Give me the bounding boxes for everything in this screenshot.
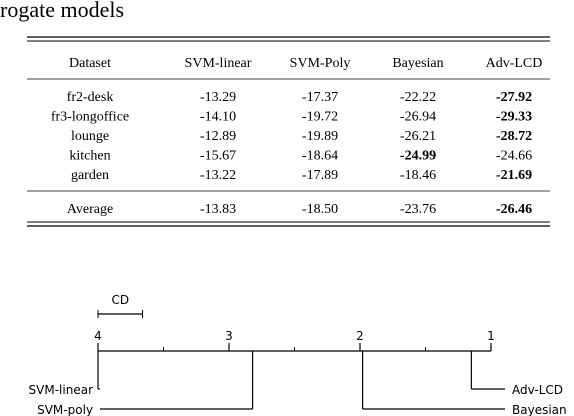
table-cell: -29.33 bbox=[496, 110, 532, 125]
table-cell: -21.69 bbox=[496, 168, 532, 183]
table-cell: -26.94 bbox=[400, 110, 436, 125]
table-cell: -13.83 bbox=[200, 202, 236, 217]
cd-label: CD bbox=[111, 293, 129, 307]
table-cell: lounge bbox=[71, 129, 109, 144]
table-cell: -18.64 bbox=[302, 149, 338, 164]
tick-label: 4 bbox=[94, 329, 102, 343]
table-cell: -17.89 bbox=[302, 168, 338, 183]
table-cell: -19.72 bbox=[302, 110, 338, 125]
method-label: Adv-LCD bbox=[512, 383, 563, 397]
table-cell: -27.92 bbox=[496, 90, 532, 105]
header-cell: Dataset bbox=[69, 56, 111, 71]
table-cell: -26.46 bbox=[496, 202, 532, 217]
tick-label: 2 bbox=[356, 329, 364, 343]
method-label: SVM-poly bbox=[37, 403, 93, 416]
table-cell: -22.22 bbox=[400, 90, 436, 105]
table-cell: -24.99 bbox=[400, 149, 436, 164]
tick-label: 1 bbox=[487, 329, 495, 343]
table-cell: -13.22 bbox=[200, 168, 236, 183]
table-cell: garden bbox=[71, 168, 109, 183]
heading: rogate models bbox=[0, 0, 124, 22]
method-label: SVM-linear bbox=[29, 383, 94, 397]
table-cell: -15.67 bbox=[200, 149, 236, 164]
header-cell: Bayesian bbox=[392, 56, 443, 71]
table-cell: fr3-longoffice bbox=[51, 110, 129, 125]
method-label: Bayesian bbox=[512, 403, 567, 416]
table-cell: -23.76 bbox=[400, 202, 436, 217]
header-cell: SVM-Poly bbox=[290, 56, 351, 71]
table-cell: Average bbox=[67, 202, 113, 217]
table-cell: -18.50 bbox=[302, 202, 338, 217]
table-cell: -14.10 bbox=[200, 110, 236, 125]
table-cell: kitchen bbox=[69, 149, 110, 164]
table-cell: -18.46 bbox=[400, 168, 436, 183]
table-cell: -19.89 bbox=[302, 129, 338, 144]
tick-label: 3 bbox=[225, 329, 233, 343]
table-cell: -28.72 bbox=[496, 129, 532, 144]
table-cell: -17.37 bbox=[302, 90, 338, 105]
table-cell: -26.21 bbox=[400, 129, 436, 144]
header-cell: Adv-LCD bbox=[486, 56, 543, 71]
table-cell: fr2-desk bbox=[67, 90, 114, 105]
table-cell: -13.29 bbox=[200, 90, 236, 105]
header-cell: SVM-linear bbox=[185, 56, 252, 71]
table-cell: -12.89 bbox=[200, 129, 236, 144]
table-cell: -24.66 bbox=[496, 149, 532, 164]
